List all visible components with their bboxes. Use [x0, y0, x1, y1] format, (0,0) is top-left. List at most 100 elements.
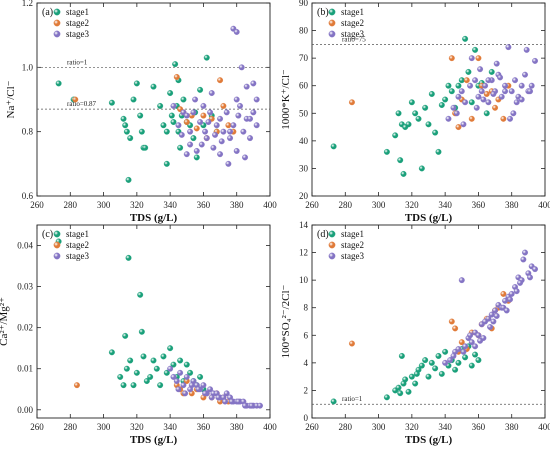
- panel-a-point-stage3: [253, 122, 260, 129]
- panel-d-point-stage2: [500, 290, 507, 297]
- panel-b-point-stage3: [528, 82, 535, 89]
- panel-d-x-tick-label: 280: [339, 422, 353, 432]
- panel-d-y-axis-label: 100*SO₄²⁻/2Cl⁻: [280, 284, 292, 358]
- panel-a-point-stage3: [233, 148, 240, 154]
- panel-d-legend-label-stage2: stage2: [341, 240, 364, 250]
- panel-b-y-tick-label: 40: [299, 136, 309, 146]
- panel-c-point-stage3: [228, 398, 235, 405]
- panel-b-y-tick-label: 50: [299, 108, 309, 118]
- panel-d-point-stage3: [508, 290, 515, 297]
- panel-a-point-stage3: [208, 90, 215, 97]
- panel-c-legend-label-stage2: stage2: [66, 240, 89, 250]
- panel-c-point-stage1: [183, 361, 190, 368]
- panel-b-point-stage3: [497, 74, 504, 81]
- panel-d-point-stage1: [438, 370, 445, 377]
- panel-a-point-stage2: [173, 74, 180, 80]
- panel-a-point-stage1: [160, 122, 167, 129]
- panel-d-point-stage2: [448, 318, 455, 325]
- panel-c-point-stage2: [73, 382, 80, 389]
- panel-d-point-stage3: [493, 313, 500, 319]
- panel-b-point-stage3: [482, 82, 489, 89]
- panel-b-point-stage2: [483, 91, 490, 97]
- panel-b-point-stage1: [472, 46, 479, 53]
- panel-b-point-stage2: [455, 124, 462, 131]
- panel-b-x-tick-label: 340: [438, 200, 452, 210]
- panel-a-x-tick-label: 320: [130, 200, 144, 210]
- panel-d-point-stage1: [435, 353, 442, 359]
- panel-a-point-stage3: [225, 160, 232, 167]
- panel-d-y-tick-label: 8: [304, 303, 309, 313]
- panel-a-point-stage1: [137, 112, 144, 119]
- panel-c-point-stage3: [257, 402, 263, 409]
- panel-c-y-tick-label: 0.03: [17, 282, 33, 292]
- panel-a-x-tick-label: 380: [230, 200, 244, 210]
- panel-d-series-stage3: [442, 249, 538, 366]
- panel-a-point-stage3: [183, 112, 190, 119]
- panel-a-legend-label-stage1: stage1: [66, 7, 89, 17]
- panel-a-point-stage1: [55, 80, 62, 87]
- panel-d-point-stage1: [462, 354, 469, 361]
- panel-d-x-tick-label: 260: [305, 422, 319, 432]
- panel-b-point-stage3: [485, 99, 492, 106]
- panel-a-legend-label-stage3: stage3: [66, 29, 89, 39]
- panel-b-x-tick-label: 360: [472, 200, 486, 210]
- panel-b-point-stage1: [428, 91, 435, 97]
- panel-b-legend-label-stage2: stage2: [341, 18, 364, 28]
- panel-b-point-stage3: [472, 77, 479, 84]
- panel-a: 260 280 300 320 340 360 380 400 0.6 0.8 1.0 1.2 TDS …: [5, 0, 277, 224]
- panel-a-point-stage1: [122, 122, 129, 129]
- panel-b-point-stage1: [438, 102, 445, 108]
- panel-a-point-stage3: [192, 96, 199, 103]
- panel-b-point-stage1: [330, 143, 337, 150]
- panel-d-point-stage1: [472, 351, 479, 358]
- panel-b-point-stage3: [522, 71, 528, 78]
- panel-d-y-tick-label: 4: [304, 358, 309, 368]
- panel-c-point-stage1: [170, 361, 177, 368]
- panel-d-point-stage3: [442, 359, 449, 366]
- panel-a-y-axis-label: Na⁺/Cl⁻: [5, 80, 17, 118]
- panel-d-legend-marker-stage1: [328, 230, 336, 238]
- panel-c-x-tick-label: 260: [30, 422, 44, 432]
- panel-d-point-stage1: [422, 357, 429, 364]
- panel-a-point-stage3: [240, 128, 247, 135]
- panel-d-point-stage1: [455, 359, 462, 366]
- panel-b-point-stage1: [412, 110, 419, 117]
- panel-b-point-stage3: [502, 88, 509, 95]
- panel-d-point-stage3: [485, 315, 492, 322]
- panel-a-point-stage2: [217, 77, 224, 84]
- panel-a-point-stage3: [178, 131, 185, 138]
- panel-a-point-stage3: [233, 96, 240, 103]
- panel-d-point-stage3: [487, 324, 494, 330]
- panel-d-point-stage2: [348, 340, 355, 347]
- panel-a-point-stage3: [217, 115, 224, 122]
- panel-a-legend-marker-stage1: [53, 8, 61, 16]
- panel-d-y-tick-label: 10: [299, 275, 309, 285]
- panel-b-point-stage3: [473, 104, 480, 111]
- panel-d-point-stage3: [520, 256, 527, 263]
- panel-c-point-stage1: [157, 382, 164, 389]
- panel-d-point-stage3: [490, 318, 497, 325]
- panel-c-point-stage3: [242, 402, 248, 409]
- panel-b-point-stage3: [478, 88, 485, 95]
- panel-a-point-stage1: [123, 128, 130, 135]
- panel-a-point-stage2: [183, 119, 190, 125]
- panel-b-point-stage1: [468, 99, 475, 106]
- panel-a-point-stage3: [212, 131, 219, 138]
- panel-c-legend-marker-stage1: [53, 230, 61, 238]
- panel-a-point-stage3: [183, 151, 190, 158]
- panel-a-point-stage3: [205, 119, 212, 125]
- panel-a-plot-frame: [36, 2, 271, 197]
- panel-c-point-stage1: [127, 357, 134, 364]
- panel-c-y-tick-label: 0.00: [17, 405, 33, 415]
- panel-c-point-stage3: [183, 373, 190, 380]
- panel-b-point-stage3: [508, 88, 515, 95]
- panel-b-y-tick-label: 90: [299, 0, 309, 8]
- panel-a-reference-line-label: ratio=1: [67, 58, 88, 66]
- panel-c-plot-frame: [36, 224, 271, 419]
- panel-b-point-stage2: [348, 99, 355, 106]
- panel-b-point-stage3: [485, 77, 492, 84]
- panel-b-panel-label: (b): [317, 7, 329, 18]
- panel-b-point-stage3: [455, 93, 462, 100]
- panel-c-point-stage1: [163, 369, 170, 376]
- panel-d-y-tick-label: 12: [299, 248, 308, 258]
